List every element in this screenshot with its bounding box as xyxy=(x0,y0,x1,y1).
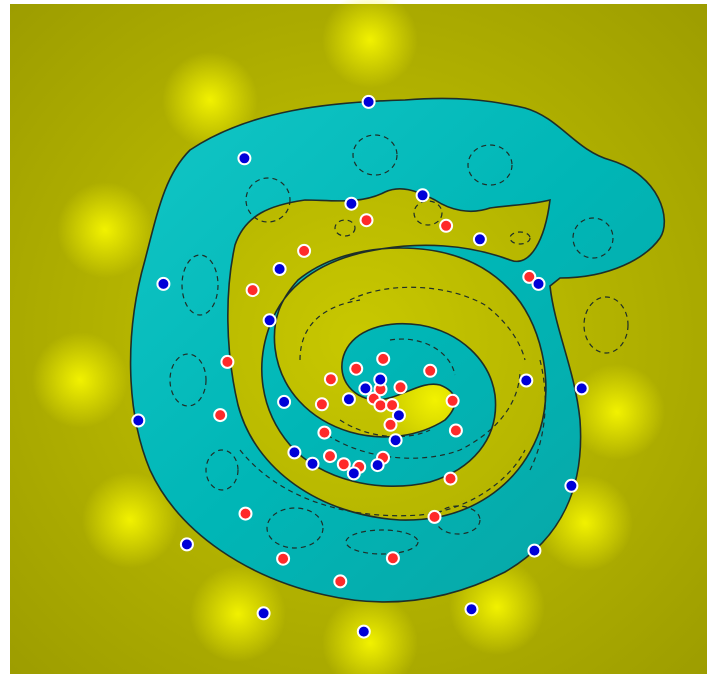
data-point-class-b xyxy=(370,458,385,473)
data-point-class-b xyxy=(272,262,287,276)
data-point-class-b xyxy=(237,151,252,166)
data-point-class-a xyxy=(317,425,332,440)
margin-contour xyxy=(467,144,513,186)
data-point-class-b xyxy=(391,408,406,423)
data-point-class-a xyxy=(333,574,348,589)
data-point-class-b xyxy=(305,456,320,471)
yellow-glow xyxy=(32,332,128,428)
margin-contour xyxy=(334,219,356,237)
data-point-class-a xyxy=(323,449,337,464)
margin-contour xyxy=(352,134,398,176)
data-point-class-b xyxy=(179,537,194,552)
data-point-class-a xyxy=(439,218,454,233)
data-point-class-a xyxy=(297,243,312,258)
data-point-class-b xyxy=(415,188,430,203)
margin-contour xyxy=(349,286,526,361)
margin-contour xyxy=(239,449,526,517)
data-point-class-a xyxy=(359,213,374,228)
data-point-class-a xyxy=(238,506,253,521)
positive-region xyxy=(129,97,665,603)
data-point-class-b xyxy=(358,381,373,396)
data-point-class-a xyxy=(336,457,351,472)
margin-contour xyxy=(509,231,531,245)
data-point-class-b xyxy=(262,313,277,328)
margin-contour xyxy=(339,419,431,438)
data-point-class-b xyxy=(464,602,479,617)
data-point-class-a xyxy=(376,351,391,366)
yellow-glow xyxy=(57,182,153,278)
data-point-class-b xyxy=(388,433,403,448)
margin-contour xyxy=(205,449,239,491)
data-point-class-b xyxy=(256,606,271,621)
margin-contour xyxy=(529,359,546,471)
margin-contour xyxy=(299,299,361,361)
yellow-glow xyxy=(322,0,418,88)
data-point-class-a xyxy=(373,398,388,413)
data-point-class-a xyxy=(383,417,398,432)
margin-contour xyxy=(583,296,629,354)
margin-contour xyxy=(572,217,614,259)
data-point-class-b xyxy=(356,624,371,639)
data-point-class-a xyxy=(245,283,260,298)
yellow-glow xyxy=(162,52,258,148)
yellow-glow xyxy=(190,566,286,662)
margin-contour xyxy=(181,254,219,316)
data-point-class-b xyxy=(344,196,359,211)
margin-contours xyxy=(169,134,629,555)
data-point-class-b xyxy=(472,232,487,247)
data-point-class-a xyxy=(427,509,442,524)
data-point-class-b xyxy=(341,392,356,407)
yellow-glow xyxy=(82,472,178,568)
margin-contour xyxy=(345,529,419,555)
margin-contour xyxy=(245,177,291,223)
margin-contour xyxy=(266,507,324,549)
data-points xyxy=(131,94,589,639)
data-point-class-b xyxy=(519,373,534,388)
data-point-class-b xyxy=(131,413,146,428)
data-point-class-a xyxy=(445,393,460,408)
data-point-class-a xyxy=(385,551,400,566)
data-point-class-a xyxy=(423,363,438,378)
data-point-class-a xyxy=(443,471,458,486)
data-point-class-b xyxy=(373,372,388,387)
margin-contour xyxy=(389,338,456,376)
data-point-class-b xyxy=(564,478,579,493)
data-point-class-b xyxy=(156,276,171,291)
data-point-class-a xyxy=(393,380,408,395)
data-point-class-a xyxy=(349,361,364,376)
data-point-class-b xyxy=(361,94,376,109)
data-point-class-a xyxy=(220,354,235,369)
data-point-class-b xyxy=(287,445,302,460)
data-point-class-b xyxy=(574,381,589,396)
data-point-class-a xyxy=(314,397,329,412)
data-point-class-a xyxy=(522,269,537,284)
margin-contour xyxy=(169,353,207,407)
data-point-class-b xyxy=(346,466,361,481)
data-point-class-a xyxy=(276,551,291,566)
yellow-glow xyxy=(569,364,665,460)
data-point-class-b xyxy=(531,276,546,291)
data-point-class-b xyxy=(527,543,542,558)
margin-contour xyxy=(319,369,521,459)
data-point-class-a xyxy=(213,408,228,423)
data-point-class-a xyxy=(323,372,338,387)
data-point-class-a xyxy=(385,398,400,413)
data-point-class-b xyxy=(277,394,292,409)
data-point-class-a xyxy=(448,423,463,438)
margin-contour xyxy=(413,200,443,226)
